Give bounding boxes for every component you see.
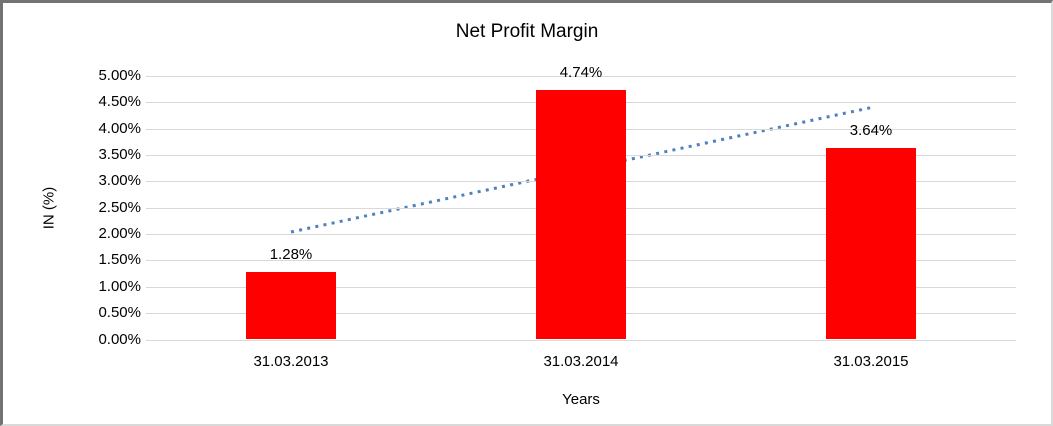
chart-title: Net Profit Margin bbox=[455, 21, 599, 42]
y-axis-title: IN (%) bbox=[40, 186, 58, 230]
gridline bbox=[146, 76, 1016, 77]
y-tick-label: 2.50% bbox=[98, 198, 141, 216]
y-tick-label: 4.00% bbox=[98, 119, 141, 137]
bar bbox=[536, 89, 626, 340]
bar-value-label: 3.64% bbox=[849, 121, 893, 139]
y-tick-label: 0.00% bbox=[98, 330, 141, 348]
y-tick-label: 3.00% bbox=[98, 172, 141, 190]
y-tick-label: 1.50% bbox=[98, 251, 141, 269]
y-tick-label: 1.00% bbox=[98, 277, 141, 295]
x-tick-label: 31.03.2013 bbox=[253, 353, 329, 370]
bar bbox=[246, 272, 336, 340]
y-tick-label: 2.00% bbox=[98, 225, 141, 243]
y-tick-label: 5.00% bbox=[98, 67, 141, 84]
bar bbox=[826, 147, 916, 340]
x-tick-label: 31.03.2015 bbox=[833, 353, 909, 370]
x-tick-label: 31.03.2014 bbox=[543, 353, 619, 370]
x-axis-title: Years bbox=[562, 391, 600, 408]
bar-value-label: 4.74% bbox=[559, 63, 603, 81]
y-tick-label: 3.50% bbox=[98, 146, 141, 164]
y-tick-label: 4.50% bbox=[98, 93, 141, 111]
y-tick-label: 0.50% bbox=[98, 304, 141, 322]
bar-value-label: 1.28% bbox=[269, 246, 313, 264]
gridline bbox=[146, 339, 1016, 341]
